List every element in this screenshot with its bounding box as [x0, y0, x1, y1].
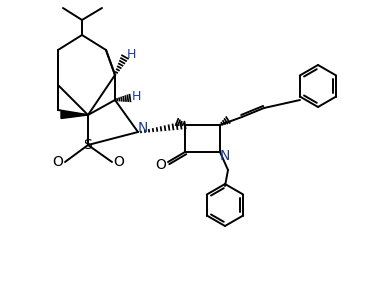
Text: S: S [84, 138, 92, 152]
Text: N: N [138, 121, 148, 135]
Text: O: O [156, 158, 166, 172]
Text: O: O [113, 155, 124, 169]
Text: H: H [131, 89, 141, 103]
Text: O: O [52, 155, 63, 169]
Text: H: H [126, 47, 136, 61]
Text: N: N [220, 149, 230, 163]
Polygon shape [61, 112, 88, 118]
